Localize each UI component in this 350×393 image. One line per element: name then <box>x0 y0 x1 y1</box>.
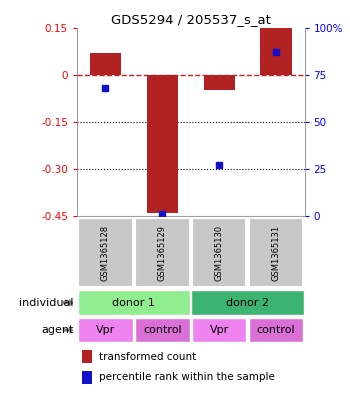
Text: control: control <box>257 325 295 335</box>
Bar <box>192 318 246 342</box>
Text: GSM1365129: GSM1365129 <box>158 224 167 281</box>
Bar <box>192 218 246 287</box>
Bar <box>90 53 121 75</box>
Bar <box>260 28 292 75</box>
Bar <box>191 290 304 315</box>
Bar <box>204 75 235 90</box>
Text: donor 2: donor 2 <box>226 298 269 308</box>
Title: GDS5294 / 205537_s_at: GDS5294 / 205537_s_at <box>111 13 271 26</box>
Bar <box>135 318 190 342</box>
Bar <box>82 371 92 384</box>
Text: agent: agent <box>41 325 74 335</box>
Text: individual: individual <box>19 298 74 308</box>
Text: percentile rank within the sample: percentile rank within the sample <box>99 372 275 382</box>
Text: Vpr: Vpr <box>96 325 115 335</box>
Bar <box>249 318 303 342</box>
Bar <box>147 75 178 213</box>
Text: control: control <box>143 325 182 335</box>
Bar <box>82 350 92 363</box>
Bar <box>78 318 133 342</box>
Text: GSM1365130: GSM1365130 <box>215 224 224 281</box>
Bar <box>78 218 133 287</box>
Bar <box>135 218 190 287</box>
Bar <box>249 218 303 287</box>
Text: GSM1365128: GSM1365128 <box>101 224 110 281</box>
Bar <box>78 290 190 315</box>
Text: transformed count: transformed count <box>99 351 197 362</box>
Text: GSM1365131: GSM1365131 <box>272 224 281 281</box>
Text: Vpr: Vpr <box>210 325 229 335</box>
Text: donor 1: donor 1 <box>112 298 155 308</box>
